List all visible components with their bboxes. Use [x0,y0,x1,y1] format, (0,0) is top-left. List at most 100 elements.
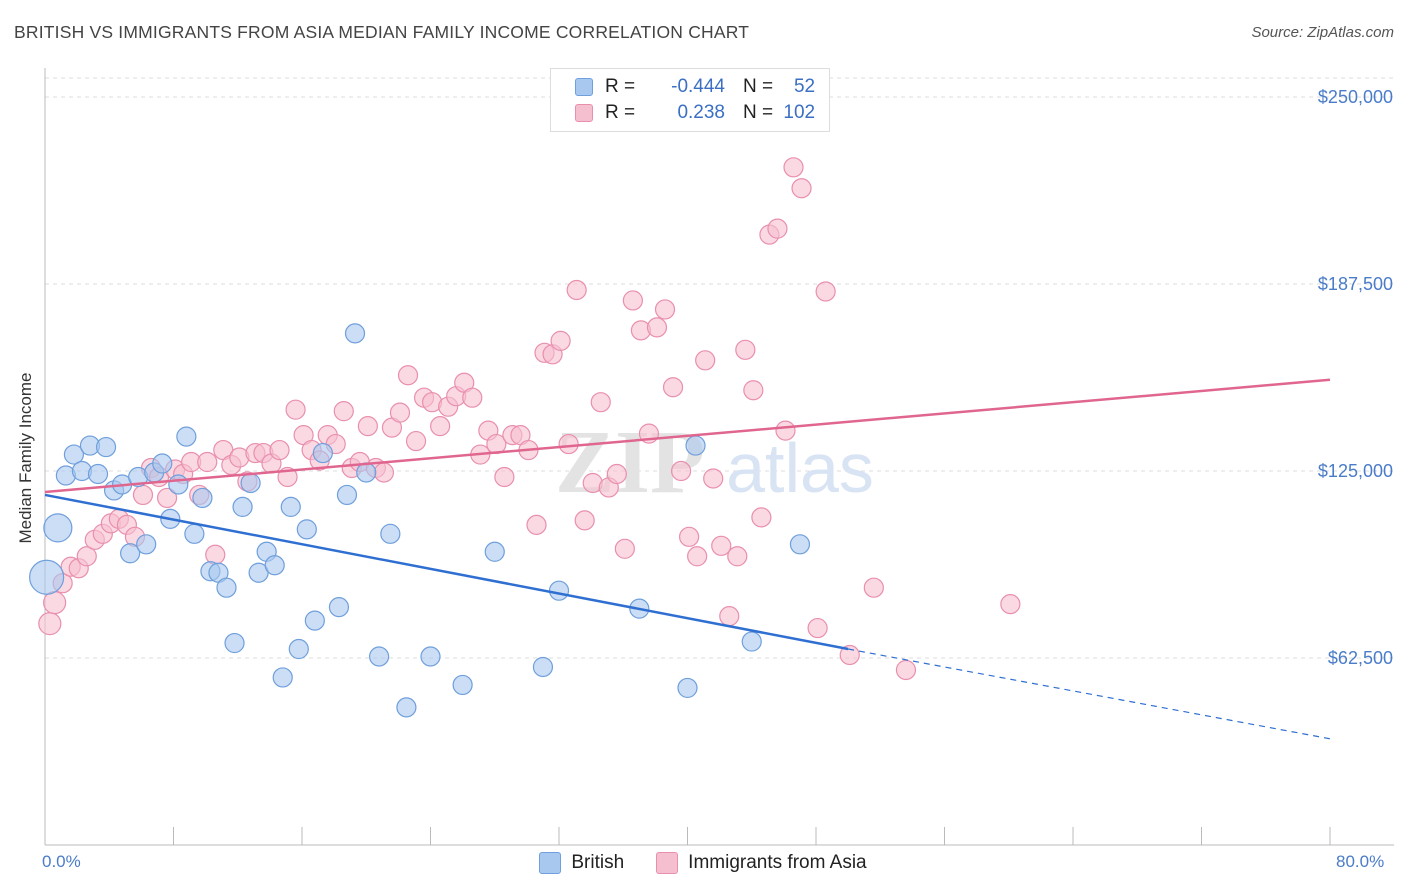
british-point [224,632,245,654]
asia-point [43,591,67,615]
british-point [136,534,157,555]
british-point [95,436,117,458]
asia-point [703,468,724,489]
asia-swatch [575,104,593,122]
asia-point [687,546,708,567]
asia-point [397,365,419,386]
british-point [452,674,473,696]
british-point [336,484,358,506]
british-point [420,646,441,667]
r-value: -0.444 [671,76,725,97]
asia-point [807,617,828,639]
x-tick-label-min: 0.0% [42,852,81,871]
asia-point [775,420,796,441]
british-point [296,519,317,540]
x-tick-label-max: 80.0% [1336,852,1385,871]
british-point [280,496,301,518]
asia-point [76,546,97,567]
asia-point [132,484,154,506]
legend-label-asia: Immigrants from Asia [688,852,867,873]
british-swatch [575,78,593,96]
series-legend: British Immigrants from Asia [0,852,1406,874]
asia-point [622,290,643,311]
asia-point [1000,594,1021,615]
asia-point [711,535,732,556]
r-value: 0.238 [677,102,725,123]
asia-point [269,439,290,461]
british-point [380,523,401,544]
legend-row-asia: R = 0.238 N = 102 [575,100,815,126]
british-point [240,472,261,494]
british-point [152,453,173,474]
asia-point [606,463,627,485]
asia-point [590,392,611,413]
asia-point [895,659,917,681]
british-point [87,463,109,485]
british-point [304,610,325,631]
source-label: Source: ZipAtlas.com [1251,24,1394,41]
asia-point [494,466,515,488]
british-point [192,487,213,509]
asia-point [727,546,748,567]
asia-point [719,606,740,627]
legend-item-asia[interactable]: Immigrants from Asia [656,852,867,874]
asia-point [405,430,427,452]
asia-point [695,350,716,371]
legend-item-british[interactable]: British [539,852,624,874]
asia-point [614,538,635,559]
asia-point [430,416,451,437]
british-point [484,541,505,562]
asia-point [38,611,62,636]
y-tick-label: $125,000 [1318,461,1393,481]
asia-point [574,510,595,531]
british-point [272,667,293,688]
asia-point [285,399,306,420]
asia-point [662,377,684,398]
asia-point [389,402,411,423]
british-swatch [539,852,562,874]
british-point [120,543,141,564]
british-point [356,462,377,483]
stats-legend: R = -0.444 N = 52 R = 0.238 N = 102 [550,68,830,132]
asia-point [654,299,676,320]
watermark-atlas: atlas [726,429,874,507]
british-point [216,577,237,598]
asia-point [751,507,772,528]
british-point [548,580,570,601]
british-point [264,555,285,576]
r-label: R = [605,102,636,123]
british-point [369,646,390,667]
asia-point [357,416,378,437]
british-trendline [44,493,849,651]
british-point [312,442,333,464]
asia-point [646,317,668,338]
british-point [184,523,205,544]
british-trendline-extension [848,648,1331,740]
asia-point [333,401,354,422]
asia-trendline [44,378,1331,494]
asia-point [373,462,395,483]
n-label: N = [743,76,774,97]
n-label: N = [743,102,774,123]
british-point [532,656,554,678]
british-point [288,638,309,660]
british-point [677,677,698,699]
asia-point [670,460,692,482]
grid-lines [45,77,1394,659]
british-point [741,631,762,652]
axes [44,68,1394,846]
british-point [789,534,811,555]
british-point [63,444,85,465]
asia-point [679,526,700,547]
asia-point [197,451,218,473]
asia-point [550,330,571,351]
y-axis-label: Median Family Income [16,372,35,544]
asia-point [815,281,836,302]
r-label: R = [605,76,636,97]
y-tick-labels: $62,500 $125,000 $187,500 $250,000 [1318,87,1393,668]
n-value: 102 [783,102,816,123]
trendlines [44,378,1331,740]
asia-point [558,433,579,455]
british-point [29,559,65,595]
